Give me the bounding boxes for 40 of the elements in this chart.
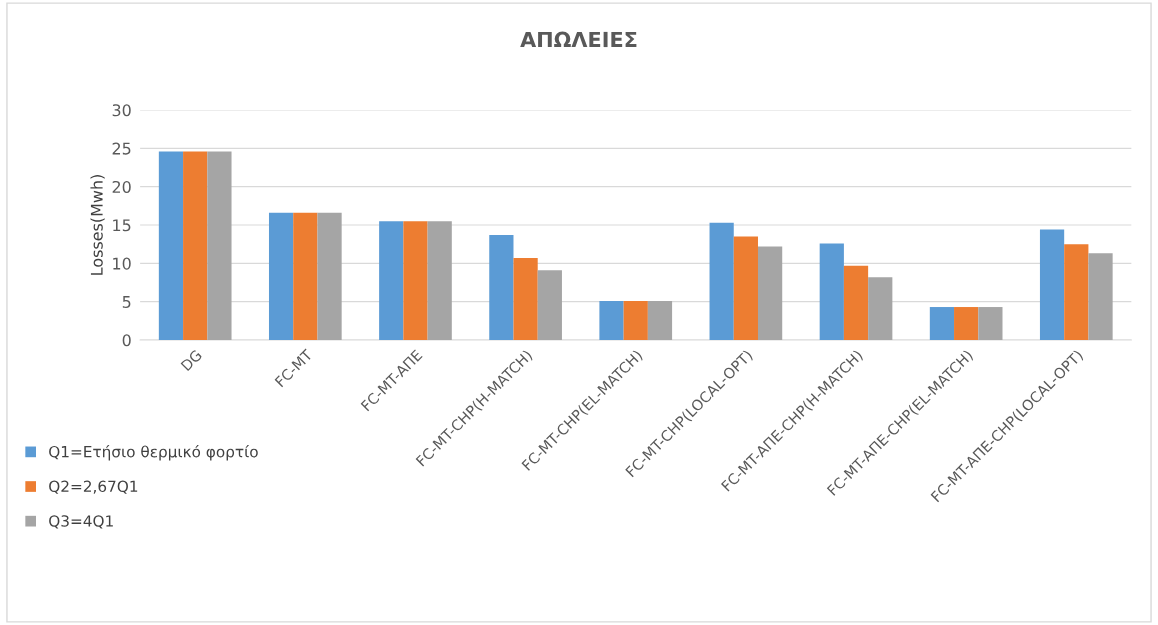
bar <box>537 270 562 340</box>
bar <box>489 234 514 340</box>
legend-label: Q3=4Q1 <box>49 515 113 529</box>
y-tick-label: 0 <box>122 334 131 347</box>
bar <box>868 277 893 340</box>
chart-title: ΑΠΩΛΕΙΕΣ <box>520 31 637 48</box>
bar <box>843 265 869 340</box>
legend-label: Q1=Ετήσιο θερμικό φορτίο <box>49 445 258 461</box>
bar <box>513 257 538 340</box>
bar <box>709 222 734 340</box>
bar <box>623 300 648 340</box>
y-tick-label: 5 <box>122 296 131 308</box>
bar <box>317 212 342 340</box>
legend-label: Q2=2,67Q1 <box>49 480 138 494</box>
bar <box>599 300 624 340</box>
bar <box>647 300 673 340</box>
y-axis-title: Losses(Mwh) <box>90 175 105 275</box>
bar <box>158 151 184 340</box>
bar <box>978 307 1003 340</box>
bar <box>183 151 208 340</box>
bar <box>379 221 404 340</box>
y-tick-label: 30 <box>112 104 131 117</box>
bar <box>207 151 232 340</box>
x-tick-label: DG <box>180 349 203 372</box>
bar <box>1039 229 1065 340</box>
y-tick-label: 25 <box>112 142 131 155</box>
bar <box>929 307 955 340</box>
bar <box>954 307 979 340</box>
bar <box>427 221 452 340</box>
bar <box>1064 244 1089 340</box>
bar <box>293 212 318 340</box>
bar <box>1088 253 1113 340</box>
bar <box>733 236 758 340</box>
y-tick-label: 10 <box>113 257 131 270</box>
bar <box>403 221 428 340</box>
y-tick-label: 20 <box>112 180 131 193</box>
bar <box>268 212 294 340</box>
bar <box>819 243 844 340</box>
y-tick-label: 15 <box>113 219 131 232</box>
bar <box>758 246 783 340</box>
